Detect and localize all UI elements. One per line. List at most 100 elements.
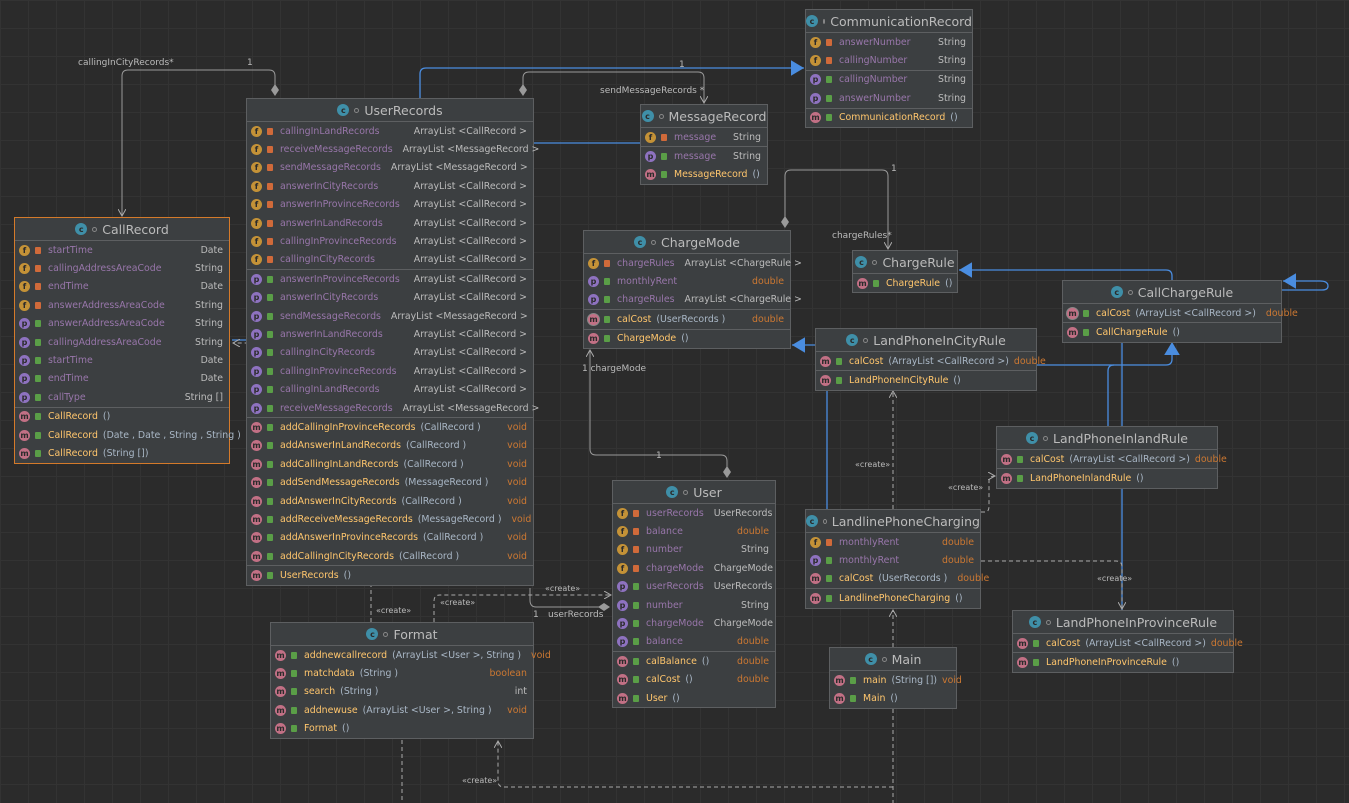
field-row[interactable]: f number String [613,541,775,559]
class-land-phone-in-province-rule[interactable]: c LandPhoneInProvinceRule m calCost (ArrayLi… [1012,610,1243,673]
method-row[interactable]: m addAnswerInLandRecords (CallRecord ) void [247,437,533,455]
method-row[interactable]: m calCost (ArrayList <CallRecord >) double [816,352,1046,370]
field-row[interactable]: f startTime Date [15,241,229,259]
class-communication-record[interactable]: c CommunicationRecord f answerNumber String f… [805,9,973,128]
class-header[interactable]: c ChargeRule [853,251,957,274]
class-call-charge-rule[interactable]: c CallChargeRule m calCost (ArrayList <CallR… [1062,280,1298,343]
method-row[interactable]: m calCost () double [613,671,775,689]
class-header[interactable]: c CallRecord [15,218,229,241]
class-landline-phone-charging[interactable]: c LandlinePhoneCharging f monthlyRent double… [805,509,989,609]
method-row[interactable]: m LandPhoneInProvinceRule () [1013,653,1233,671]
method-row[interactable]: m search (String ) int [271,683,533,701]
class-header[interactable]: c ChargeMode [584,231,790,254]
field-row[interactable]: p answerInProvinceRecords ArrayList <CallR… [247,270,533,288]
method-row[interactable]: m CallChargeRule () [1063,323,1281,341]
field-row[interactable]: p number String [613,596,775,614]
method-row[interactable]: m calCost (ArrayList <CallRecord >) double [1063,304,1298,322]
class-user-records[interactable]: c UserRecords f callingInLandRecords ArrayLi… [246,98,539,586]
method-row[interactable]: m Format () [271,720,533,738]
field-row[interactable]: p callingInLandRecords ArrayList <CallReco… [247,380,533,398]
method-row[interactable]: m LandPhoneInCityRule () [816,371,1036,389]
method-row[interactable]: m User () [613,689,775,707]
class-header[interactable]: c LandPhoneInCityRule [816,329,1036,352]
method-row[interactable]: m addAnswerInProvinceRecords (CallRecord )… [247,529,533,547]
method-row[interactable]: m calBalance () double [613,652,775,670]
field-row[interactable]: p monthlyRent double [584,272,790,290]
method-row[interactable]: m addSendMessageRecords (MessageRecord ) vo… [247,473,533,491]
method-row[interactable]: m calCost (UserRecords ) double [584,310,790,328]
method-row[interactable]: m addAnswerInCityRecords (CallRecord ) void [247,492,533,510]
class-land-phone-inland-rule[interactable]: c LandPhoneInlandRule m calCost (ArrayList <… [996,426,1227,489]
field-row[interactable]: p userRecords UserRecords [613,578,775,596]
method-row[interactable]: m matchdata (String ) boolean [271,664,533,682]
method-row[interactable]: m MessageRecord () [641,166,767,184]
class-header[interactable]: c LandPhoneInProvinceRule [1013,611,1233,634]
field-row[interactable]: p callingInProvinceRecords ArrayList <Call… [247,362,533,380]
method-row[interactable]: m calCost (ArrayList <CallRecord >) double [997,450,1227,468]
field-row[interactable]: p monthlyRent double [806,551,980,569]
field-row[interactable]: p startTime Date [15,351,229,369]
field-row[interactable]: f chargeRules ArrayList <ChargeRule > [584,254,802,272]
field-row[interactable]: f userRecords UserRecords [613,504,775,522]
method-row[interactable]: m CallRecord (String []) [15,444,229,462]
method-row[interactable]: m addnewuse (ArrayList <User >, String ) vo… [271,701,533,719]
field-row[interactable]: p sendMessageRecords ArrayList <MessageRec… [247,307,533,325]
class-message-record[interactable]: c MessageRecord f message String p message Stri… [640,104,768,186]
field-row[interactable]: f monthlyRent double [806,533,980,551]
method-row[interactable]: m LandlinePhoneCharging () [806,589,980,607]
method-row[interactable]: m Main () [830,689,956,707]
field-row[interactable]: f callingInProvinceRecords ArrayList <Call… [247,232,533,250]
method-row[interactable]: m UserRecords () [247,566,533,584]
class-main[interactable]: c Main m main (String []) void m Main () [829,647,962,709]
class-header[interactable]: c MessageRecord [641,105,767,128]
method-row[interactable]: m main (String []) void [830,671,962,689]
class-format[interactable]: c Format m addnewcallrecord (ArrayList <User… [270,622,551,739]
field-row[interactable]: p answerInCityRecords ArrayList <CallRecor… [247,289,533,307]
method-row[interactable]: m addCallingInLandRecords (CallRecord ) voi… [247,455,533,473]
method-row[interactable]: m ChargeRule () [853,274,957,292]
class-charge-mode[interactable]: c ChargeMode f chargeRules ArrayList <Charge… [583,230,802,349]
class-header[interactable]: c UserRecords [247,99,533,122]
method-row[interactable]: m calCost (UserRecords ) double [806,570,989,588]
field-row[interactable]: f endTime Date [15,278,229,296]
method-row[interactable]: m ChargeMode () [584,330,790,348]
class-header[interactable]: c LandlinePhoneCharging [806,510,980,533]
class-land-phone-in-city-rule[interactable]: c LandPhoneInCityRule m calCost (ArrayList <… [815,328,1046,391]
class-charge-rule[interactable]: c ChargeRule m ChargeRule () [852,250,958,294]
field-row[interactable]: p endTime Date [15,370,229,388]
class-header[interactable]: c Main [830,648,956,671]
class-header[interactable]: c User [613,481,775,504]
field-row[interactable]: p callingAddressAreaCode String [15,333,229,351]
method-row[interactable]: m addnewcallrecord (ArrayList <User >, Str… [271,646,551,664]
method-row[interactable]: m calCost (ArrayList <CallRecord >) double [1013,634,1243,652]
field-row[interactable]: f answerInCityRecords ArrayList <CallRecor… [247,177,533,195]
field-row[interactable]: p chargeRules ArrayList <ChargeRule > [584,291,802,309]
class-header[interactable]: c CommunicationRecord [806,10,972,33]
field-row[interactable]: p balance double [613,633,775,651]
field-row[interactable]: f answerInLandRecords ArrayList <CallRecor… [247,214,533,232]
field-row[interactable]: p callType String [] [15,388,229,406]
field-row[interactable]: f balance double [613,522,775,540]
class-user[interactable]: c User f userRecords UserRecords f balance doub… [612,480,776,709]
field-row[interactable]: f callingInCityRecords ArrayList <CallReco… [247,251,533,269]
method-row[interactable]: m addReceiveMessageRecords (MessageRecord … [247,510,533,528]
field-row[interactable]: f chargeMode ChargeMode [613,559,775,577]
class-header[interactable]: c Format [271,623,533,646]
field-row[interactable]: f message String [641,128,767,146]
field-row[interactable]: f callingInLandRecords ArrayList <CallReco… [247,122,533,140]
field-row[interactable]: p answerNumber String [806,89,972,107]
method-row[interactable]: m addCallingInProvinceRecords (CallRecord … [247,418,533,436]
field-row[interactable]: p chargeMode ChargeMode [613,614,775,632]
method-row[interactable]: m LandPhoneInlandRule () [997,469,1217,487]
field-row[interactable]: p callingInCityRecords ArrayList <CallReco… [247,344,533,362]
field-row[interactable]: f answerAddressAreaCode String [15,296,229,314]
method-row[interactable]: m addCallingInCityRecords (CallRecord ) voi… [247,547,533,565]
field-row[interactable]: f answerInProvinceRecords ArrayList <CallR… [247,196,533,214]
method-row[interactable]: m CommunicationRecord () [806,109,972,127]
field-row[interactable]: p message String [641,147,767,165]
field-row[interactable]: f callingAddressAreaCode String [15,259,229,277]
class-call-record[interactable]: c CallRecord f startTime Date f callingAddress… [14,217,241,464]
method-row[interactable]: m CallRecord (Date , Date , String , Strin… [15,426,241,444]
field-row[interactable]: p receiveMessageRecords ArrayList <Message… [247,399,539,417]
method-row[interactable]: m CallRecord () [15,408,229,426]
